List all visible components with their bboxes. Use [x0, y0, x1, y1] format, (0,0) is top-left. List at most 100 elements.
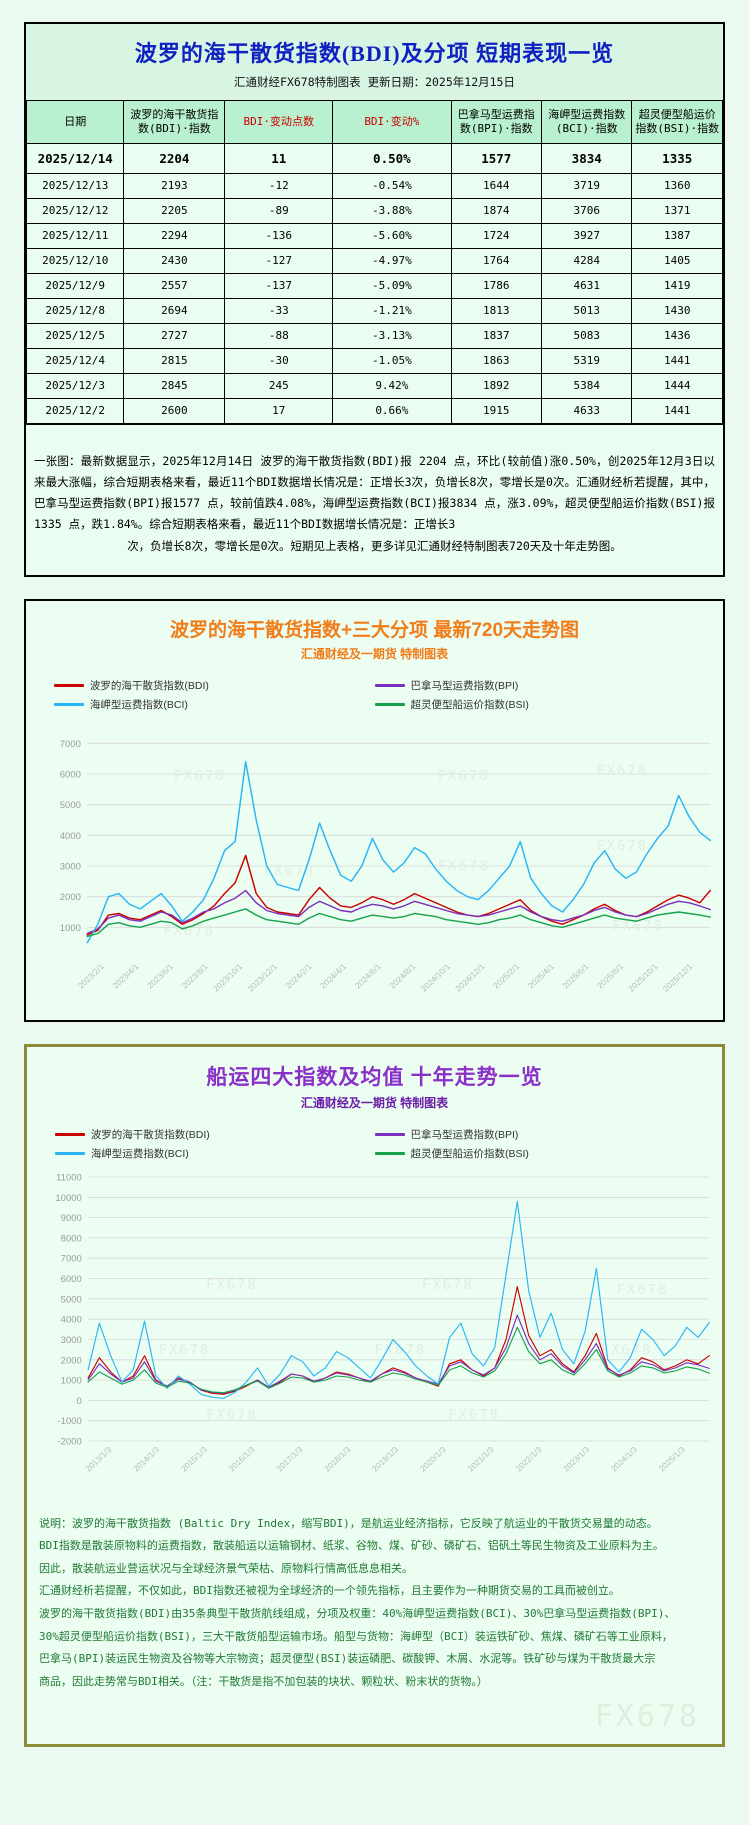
cell-bdi-change: 17 [224, 397, 334, 424]
cell-bdi: 2600 [123, 397, 226, 424]
cell-bdi-pct: -4.97% [332, 247, 452, 274]
cell-bdi: 2193 [123, 172, 226, 199]
cell-bdi: 2204 [123, 142, 226, 174]
cell-bsi: 1441 [631, 347, 723, 374]
svg-text:FX678: FX678 [264, 864, 316, 879]
svg-text:3000: 3000 [61, 1335, 82, 1345]
cell-bsi: 1441 [631, 397, 723, 424]
cell-bpi: 1786 [450, 272, 543, 299]
svg-text:-2000: -2000 [58, 1437, 82, 1447]
svg-text:FX678: FX678 [174, 769, 226, 784]
cell-bdi-change: -30 [224, 347, 334, 374]
cell-bdi-change: -88 [224, 322, 334, 349]
cell-bpi: 1724 [450, 222, 543, 249]
svg-text:2025/1/3: 2025/1/3 [657, 1445, 687, 1473]
table-row: 2025/12/4 2815 -30 -1.05% 1863 5319 1441 [25, 347, 723, 374]
cell-bsi: 1436 [631, 322, 723, 349]
cell-bci: 3834 [540, 142, 633, 174]
svg-text:2024/1/3: 2024/1/3 [609, 1445, 639, 1473]
legend-label: 海岬型运费指数(BCI) [89, 698, 188, 711]
chart-10y-plot: -2000 -1000 0 1000 2000 3000 4000 5000 6000 7000 8… [27, 1169, 722, 1499]
note-line-2: BDI指数是散装原物料的运费指数，散装船运以运输钢材、纸浆、谷物、煤、矿砂、磷矿… [39, 1539, 664, 1553]
svg-text:FX678: FX678 [448, 1408, 500, 1423]
cell-bpi: 1874 [450, 197, 543, 224]
svg-text:FX678: FX678 [612, 919, 664, 934]
cell-date: 2025/12/13 [25, 172, 125, 199]
svg-text:2019/1/3: 2019/1/3 [370, 1445, 400, 1473]
cell-date: 2025/12/2 [25, 397, 125, 424]
svg-text:FX678: FX678 [422, 1278, 474, 1293]
cell-bdi: 2727 [123, 322, 226, 349]
svg-text:2000: 2000 [61, 1355, 82, 1365]
svg-text:FX678: FX678 [206, 1408, 258, 1423]
svg-text:2024/10/1: 2024/10/1 [419, 962, 452, 994]
svg-text:5000: 5000 [61, 1294, 82, 1304]
cell-bdi: 2205 [123, 197, 226, 224]
cell-bsi: 1405 [631, 247, 723, 274]
svg-text:FX678: FX678 [601, 1343, 653, 1358]
cell-bdi: 2694 [123, 297, 226, 324]
table-row: 2025/12/2 2600 17 0.66% 1915 4633 1441 [25, 397, 723, 424]
legend-item[interactable]: 巴拿马型运费指数(BPI) [374, 676, 696, 695]
legend-label: 超灵便型船运价指数(BSI) [410, 698, 529, 711]
cell-bdi-pct: -0.54% [332, 172, 452, 199]
svg-text:2022/1/3: 2022/1/3 [514, 1445, 544, 1473]
note-line-3: 因此，散装航运业营运状况与全球经济景气荣枯、原物料行情高低息息相关。 [39, 1561, 413, 1575]
col-header-bpi: 巴拿马型运费指数(BPI)·指数 [450, 100, 543, 144]
chart-720d-panel: 波罗的海干散货指数+三大分项 最新720天走势图 汇通财经及一期货 特制图表 波… [24, 598, 725, 1022]
plot1-svg: 1000 2000 3000 4000 5000 6000 7000 FX678 FX678 FX… [60, 739, 712, 994]
cell-bdi-pct: 0.50% [332, 142, 452, 174]
cell-date: 2025/12/9 [25, 272, 125, 299]
legend-swatch-icon [54, 1151, 85, 1155]
legend-label: 海岬型运费指数(BCI) [90, 1147, 189, 1160]
bdi-table-panel: 波罗的海干散货指数(BDI)及分项 短期表现一览 汇通财经FX678特制图表 更… [24, 22, 725, 577]
legend-label: 超灵便型船运价指数(BSI) [410, 1147, 529, 1160]
svg-text:2020/1/3: 2020/1/3 [418, 1445, 448, 1473]
col-header-bdi: 波罗的海干散货指数(BDI)·指数 [123, 100, 226, 144]
legend-item[interactable]: 波罗的海干散货指数(BDI) [53, 676, 375, 695]
cell-bdi-change: 245 [224, 372, 334, 399]
svg-text:6000: 6000 [60, 770, 81, 780]
cell-bdi-change: -136 [224, 222, 334, 249]
note-line-6: 30%超灵便型船运价指数(BSI)，三大干散货船型运输市场。船型与货物：海岬型（… [39, 1629, 673, 1643]
cell-bci: 5013 [540, 297, 633, 324]
cell-date: 2025/12/5 [25, 322, 125, 349]
svg-text:2023/6/1: 2023/6/1 [145, 962, 175, 990]
cell-bdi: 2557 [123, 272, 226, 299]
table-row: 2025/12/5 2727 -88 -3.13% 1837 5083 1436 [25, 322, 723, 349]
legend-item[interactable]: 巴拿马型运费指数(BPI) [374, 1125, 695, 1144]
cell-bci: 4633 [540, 397, 633, 424]
svg-text:FX678: FX678 [596, 839, 648, 854]
col-header-bdi-change: BDI·变动点数 [224, 100, 334, 144]
svg-text:2014/1/3: 2014/1/3 [132, 1445, 162, 1473]
svg-text:4000: 4000 [61, 1315, 82, 1325]
svg-text:2024/12/1: 2024/12/1 [454, 962, 487, 994]
cell-bpi: 1577 [450, 142, 543, 174]
svg-text:2023/10/1: 2023/10/1 [211, 962, 244, 994]
cell-bdi-pct: -1.05% [332, 347, 452, 374]
table-row: 2025/12/11 2294 -136 -5.60% 1724 3927 1387 [25, 222, 723, 249]
legend-item[interactable]: 超灵便型船运价指数(BSI) [374, 1144, 695, 1163]
legend-item[interactable]: 波罗的海干散货指数(BDI) [54, 1125, 375, 1144]
legend-swatch-icon [374, 1132, 405, 1136]
bdi-table-body: 2025/12/14 2204 11 0.50% 1577 3834 1335 2025/12… [25, 142, 723, 424]
svg-text:2025/2/1: 2025/2/1 [492, 962, 522, 990]
cell-bpi: 1644 [450, 172, 543, 199]
table-row: 2025/12/8 2694 -33 -1.21% 1813 5013 1430 [25, 297, 723, 324]
cell-bdi-change: 11 [224, 142, 334, 174]
table-row: 2025/12/9 2557 -137 -5.09% 1786 4631 1419 [25, 272, 723, 299]
svg-text:6000: 6000 [61, 1274, 82, 1284]
svg-text:FX678: FX678 [163, 924, 215, 939]
legend-swatch-icon [53, 683, 84, 687]
cell-bpi: 1892 [450, 372, 543, 399]
svg-text:0: 0 [76, 1396, 81, 1406]
legend-item[interactable]: 超灵便型船运价指数(BSI) [374, 695, 696, 714]
svg-text:FX678: FX678 [375, 1343, 427, 1358]
cell-bci: 5384 [540, 372, 633, 399]
svg-text:2024/8/1: 2024/8/1 [388, 962, 418, 990]
legend-item[interactable]: 海岬型运费指数(BCI) [54, 1144, 375, 1163]
legend-label: 波罗的海干散货指数(BDI) [89, 679, 209, 692]
legend-swatch-icon [374, 1151, 405, 1155]
cell-bsi: 1444 [631, 372, 723, 399]
legend-item[interactable]: 海岬型运费指数(BCI) [53, 695, 375, 714]
